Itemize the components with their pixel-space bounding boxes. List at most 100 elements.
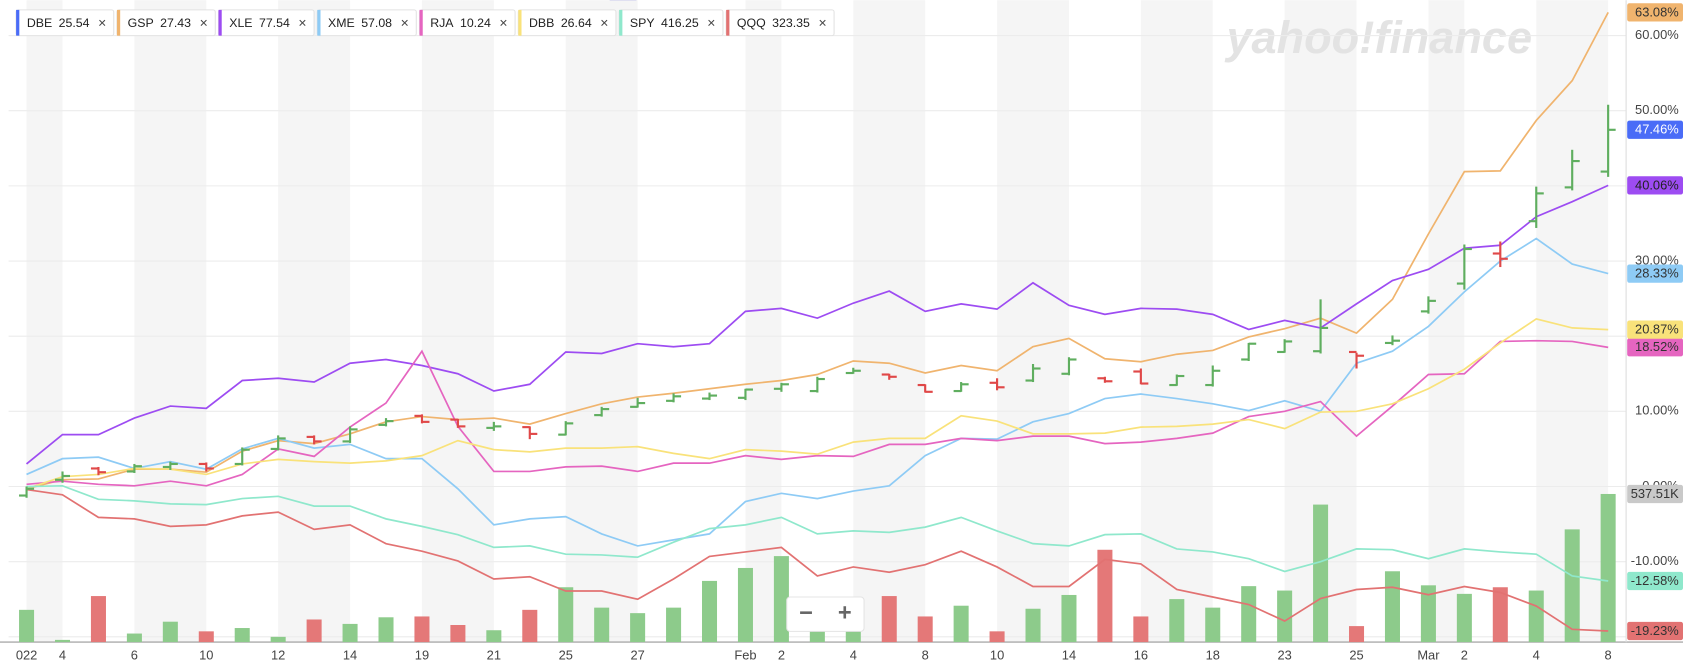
volume-bar [594, 607, 610, 643]
zoom-controls: − + [786, 596, 865, 632]
volume-bar [881, 596, 897, 643]
legend-price: 323.35 [772, 16, 810, 30]
x-tick-label: 27 [630, 647, 644, 662]
legend-chip[interactable]: GSP 27.43 × [116, 9, 216, 37]
x-tick-label: 2 [1461, 647, 1468, 662]
x-tick-label: 14 [1062, 647, 1076, 662]
x-tick-label: Feb [734, 647, 756, 662]
legend-swatch [317, 9, 321, 36]
zoom-button[interactable]: + [838, 600, 852, 626]
volume-bar [414, 616, 430, 643]
volume-bar [522, 609, 538, 643]
legend-name: RJA [430, 16, 454, 30]
x-tick-label: 25 [559, 647, 573, 662]
volume-bar [1277, 590, 1293, 643]
legend-name: QQQ [737, 16, 766, 30]
legend-price: 416.25 [661, 16, 699, 30]
legend-close[interactable]: × [200, 15, 208, 31]
volume-bar [1133, 616, 1149, 643]
volume-bar [702, 580, 718, 643]
legend-chip[interactable]: SPY 416.25 × [618, 9, 724, 37]
watermark: yahoo!finance [1224, 12, 1532, 63]
volume-bar [1241, 586, 1257, 643]
volume-bar [342, 623, 358, 643]
volume-bar [270, 636, 286, 643]
legend-swatch [619, 9, 623, 36]
legend-chip[interactable]: DBE 25.54 × [15, 9, 115, 37]
legend-price: 57.08 [361, 16, 392, 30]
series-line [26, 317, 1609, 490]
background-stripe [1140, 0, 1213, 643]
x-tick-label: 16 [1134, 647, 1148, 662]
volume-bar [306, 619, 322, 643]
legend-price: 10.24 [460, 16, 491, 30]
legend-close[interactable]: × [401, 15, 409, 31]
legend-name: DBE [27, 16, 52, 30]
legend-name: DBB [529, 16, 554, 30]
volume-last-label-box [1627, 484, 1683, 504]
volume-bar [450, 625, 466, 643]
volume-bar [1097, 549, 1113, 643]
last-value-label: -12.58% [1631, 573, 1679, 588]
legend-close[interactable]: × [98, 15, 106, 31]
series-line [26, 11, 1609, 490]
volume-bar [1169, 599, 1185, 643]
legend-swatch [218, 9, 222, 36]
volume-bar [1349, 626, 1365, 643]
x-tick-label: 4 [850, 647, 857, 662]
last-value-label-box [1627, 120, 1683, 139]
volume-bar [1025, 608, 1041, 643]
volume-bar [1313, 504, 1329, 643]
legend-price: 25.54 [59, 16, 90, 30]
x-tick-label: 6 [131, 647, 138, 662]
background-stripe [745, 0, 782, 643]
legend-name: XLE [229, 16, 252, 30]
legend-chip[interactable]: QQQ 323.35 × [725, 9, 835, 37]
x-tick-label: 8 [922, 647, 929, 662]
background-stripe [26, 0, 63, 643]
legend-chip[interactable]: RJA 10.24 × [418, 9, 516, 37]
legend-chip[interactable]: XLE 77.54 × [217, 9, 315, 37]
legend-swatch [16, 9, 20, 36]
legend-close[interactable]: × [600, 15, 608, 31]
last-value-label: 18.52% [1635, 339, 1679, 354]
legend-swatch [419, 9, 423, 36]
legend-close[interactable]: × [818, 15, 826, 31]
volume-bar [1061, 594, 1077, 643]
volume-bar [953, 605, 969, 643]
x-tick-label: 14 [343, 647, 357, 662]
volume-last-label: 537.51K [1631, 486, 1679, 501]
legend-price: 77.54 [259, 16, 290, 30]
legend-name: XME [328, 16, 355, 30]
volume-bar [54, 639, 71, 643]
zoom-button[interactable]: − [799, 600, 813, 626]
background-stripe [565, 0, 638, 643]
volume-bar [1456, 593, 1472, 643]
series-line [26, 488, 1609, 632]
volume-bar [1384, 571, 1400, 643]
x-tick-label: 12 [271, 647, 285, 662]
volume-bar [1528, 590, 1544, 643]
legend-chip[interactable]: XME 57.08 × [316, 9, 417, 37]
x-tick-label: 4 [59, 647, 66, 662]
background-stripe [853, 0, 926, 643]
volume-bar [737, 567, 753, 643]
legend-chip[interactable]: DBB 26.64 × [517, 9, 617, 37]
last-value-label-box [1627, 264, 1683, 283]
legend-name: GSP [128, 16, 154, 30]
last-value-label: -19.23% [1631, 623, 1679, 638]
x-tick-label: 10 [199, 647, 213, 662]
last-value-label: 40.06% [1635, 177, 1679, 192]
legend-close[interactable]: × [499, 15, 507, 31]
legend-swatch [726, 9, 730, 36]
legend-close[interactable]: × [298, 15, 306, 31]
volume-bar [666, 607, 682, 643]
volume-bar [162, 621, 178, 643]
volume-bar [1564, 529, 1580, 643]
legend-swatch [116, 9, 121, 36]
legend-close[interactable]: × [707, 15, 715, 31]
volume-bar [19, 609, 35, 643]
volume-bar [90, 596, 106, 643]
volume-bar [1600, 493, 1616, 643]
x-tick-label: 19 [415, 647, 429, 662]
